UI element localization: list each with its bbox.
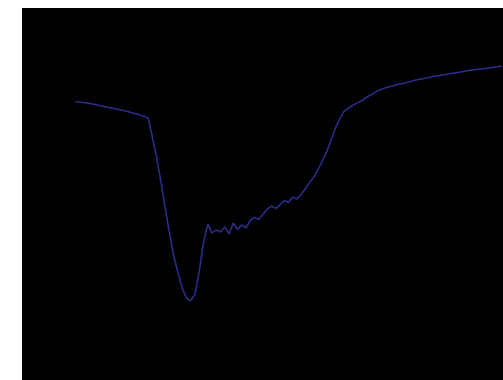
plot-area	[22, 8, 503, 380]
line-chart	[22, 8, 503, 380]
series-line-0	[75, 65, 502, 302]
plot-background	[22, 8, 503, 380]
